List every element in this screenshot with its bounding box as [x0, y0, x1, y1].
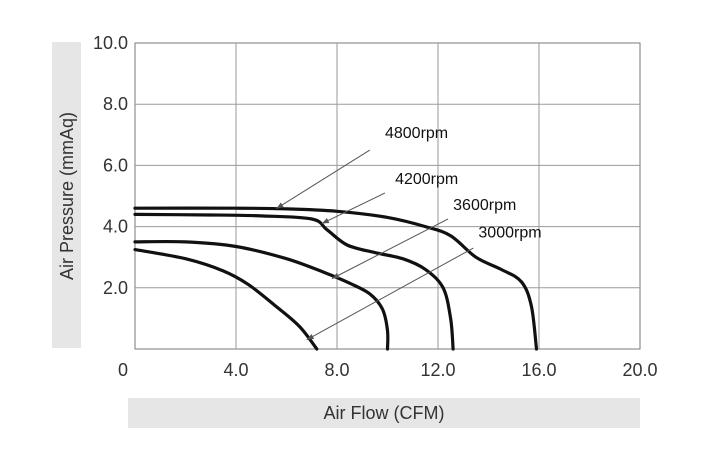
leader-line-3000rpm: [306, 247, 474, 341]
leader-line-4200rpm: [321, 192, 386, 224]
x-tick-label: 4.0: [223, 360, 248, 380]
arrowhead-3600rpm: [332, 272, 340, 279]
x-tick-label: 8.0: [324, 360, 349, 380]
x-tick-label: 20.0: [622, 360, 657, 380]
series-annotations: 4800rpm 4200rpm 3600rpm 3000rpm: [276, 125, 542, 341]
curve-3600rpm: [133, 239, 390, 351]
y-tick-label: 4.0: [103, 217, 128, 237]
x-axis-title: Air Flow (CFM): [324, 403, 445, 423]
arrowhead-4800rpm: [276, 202, 284, 209]
x-axis-label-band: [128, 398, 640, 428]
y-tick-label: 6.0: [103, 155, 128, 175]
plot-area: 4800rpm 4200rpm 3600rpm 3000rpm: [133, 42, 641, 351]
series-label-4800rpm: 4800rpm: [385, 125, 448, 142]
arrowhead-4200rpm: [321, 218, 330, 224]
y-tick-label: 10.0: [93, 33, 128, 53]
series-label-4200rpm: 4200rpm: [395, 171, 458, 188]
series-curves: [133, 206, 539, 351]
x-axis-ticks: 0 4.0 8.0 12.0 16.0 20.0: [118, 360, 658, 380]
leader-line-4800rpm: [276, 149, 371, 209]
x-tick-label: 0: [118, 360, 128, 380]
grid: [135, 43, 640, 349]
y-axis-title: Air Pressure (mmAq): [57, 112, 77, 280]
curve-3000rpm: [133, 248, 319, 351]
plot-frame: [134, 42, 641, 350]
series-label-3000rpm: 3000rpm: [478, 224, 541, 241]
curve-4800rpm: [133, 206, 539, 351]
y-tick-label: 2.0: [103, 278, 128, 298]
x-tick-label: 12.0: [420, 360, 455, 380]
leader-line-3600rpm: [331, 218, 449, 280]
y-tick-label: 8.0: [103, 94, 128, 114]
y-axis-label-band: [52, 42, 81, 348]
arrowhead-3000rpm: [306, 334, 315, 340]
y-axis-ticks: 2.0 4.0 6.0 8.0 10.0: [93, 33, 128, 298]
series-label-3600rpm: 3600rpm: [453, 197, 516, 214]
curve-4200rpm: [133, 212, 455, 351]
x-tick-label: 16.0: [521, 360, 556, 380]
